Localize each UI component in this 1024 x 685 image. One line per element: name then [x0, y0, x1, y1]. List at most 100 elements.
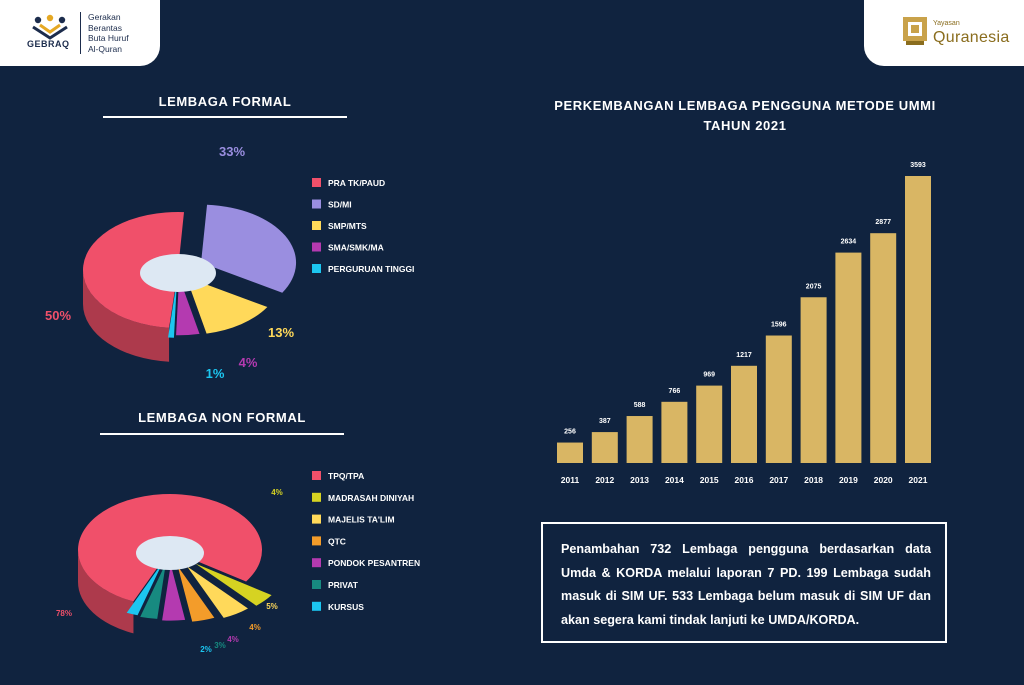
tagline-line: Al-Quran: [88, 43, 123, 54]
pie-slice: [126, 561, 164, 616]
legend-label: PONDOK PESANTREN: [328, 558, 420, 568]
legend-label: SMA/SMK/MA: [328, 243, 384, 253]
legend-label: PRIVAT: [328, 580, 359, 590]
bar-value-label: 256: [564, 429, 576, 436]
bar: [765, 335, 792, 463]
pie-slice: [201, 204, 297, 293]
legend-label: QTC: [328, 536, 346, 546]
legend-label: MADRASAH DINIYAH: [328, 493, 414, 503]
x-tick-label: 2017: [769, 475, 788, 485]
pie-slice: [177, 566, 215, 622]
tagline-line: Berantas: [88, 22, 123, 33]
bar: [905, 176, 931, 463]
pie-slice: [187, 566, 248, 618]
pie-slice-label: 50%: [45, 308, 71, 323]
bar-value-label: 2877: [875, 219, 891, 226]
pie-hole: [140, 254, 216, 292]
growth-title-line: TAHUN 2021: [703, 118, 787, 133]
pie-slice: [162, 564, 186, 621]
pie-slice-label: 4%: [239, 355, 258, 370]
formal-pie-chart: 50% 33% 13% 4% 1% PRA TK/PAUD SD/MI SMP/MTS SMA/…: [45, 144, 414, 381]
pie-slice-label: 13%: [268, 325, 294, 340]
legend-label: SD/MI: [328, 200, 352, 210]
growth-title-line: PERKEMBANGAN LEMBAGA PENGGUNA METODE UMM…: [554, 98, 936, 113]
legend-swatch: [312, 580, 321, 589]
legend-swatch: [312, 471, 321, 480]
pie-slice-label: 2%: [200, 645, 212, 654]
legend-swatch: [312, 492, 321, 502]
quranesia-logo-card: Yayasan Quranesia: [864, 0, 1024, 66]
x-tick-label: 2016: [735, 475, 754, 485]
info-text: Penambahan 732 Lembaga pengguna berdasar…: [561, 542, 931, 627]
legend-swatch: [312, 514, 321, 524]
bar-value-label: 969: [703, 372, 715, 379]
x-tick-label: 2021: [909, 475, 928, 485]
legend-label: KURSUS: [328, 602, 364, 612]
pie-slice-label: 4%: [271, 488, 283, 497]
x-tick-label: 2013: [630, 475, 649, 485]
legend-label: PERGURUAN TINGGI: [328, 264, 414, 274]
pie-slice-label: 5%: [266, 602, 278, 611]
bar: [557, 442, 583, 463]
bar-value-label: 1596: [771, 322, 787, 329]
pie-hole: [136, 536, 204, 570]
pie-slice-label: 3%: [214, 641, 226, 650]
x-tick-label: 2011: [561, 475, 580, 485]
legend-label: TPQ/TPA: [328, 471, 364, 481]
x-tick-label: 2015: [700, 475, 719, 485]
bar: [835, 252, 862, 463]
growth-title: PERKEMBANGAN LEMBAGA PENGGUNA METODE UMM…: [520, 96, 970, 136]
tagline-line: Buta Huruf: [88, 33, 129, 43]
pie-slice-label: 33%: [219, 144, 245, 159]
bar-value-label: 3593: [910, 162, 926, 169]
bar: [696, 385, 723, 463]
bar: [626, 416, 653, 463]
tagline-line: Gerakan: [88, 12, 121, 22]
legend-swatch: [312, 264, 321, 273]
pie-slice-label: 4%: [249, 623, 261, 632]
pie-slice: [195, 563, 272, 606]
growth-bar-chart: 256 2011 387 2012 588 2013 766 2014 969 2015 1217 2…: [557, 162, 931, 485]
gebraq-logo-icon: [32, 14, 68, 40]
pie-slice: [82, 211, 184, 362]
nonformal-title: LEMBAGA NON FORMAL: [138, 410, 306, 425]
bar: [591, 432, 618, 463]
quranesia-logo-name: Quranesia: [933, 29, 1010, 46]
formal-title: LEMBAGA FORMAL: [158, 94, 292, 109]
legend-swatch: [312, 221, 321, 230]
x-tick-label: 2019: [839, 475, 858, 485]
x-tick-label: 2012: [595, 475, 614, 485]
bar-value-label: 766: [669, 388, 681, 395]
bar-value-label: 1217: [736, 352, 752, 359]
gebraq-logo-card: GEBRAQ Gerakan Berantas Buta Huruf Al-Qu…: [0, 0, 160, 66]
legend-label: PRA TK/PAUD: [328, 178, 385, 188]
bar: [661, 401, 688, 463]
quranesia-logo-small: Yayasan: [933, 20, 960, 27]
x-tick-label: 2018: [804, 475, 823, 485]
info-box: Penambahan 732 Lembaga pengguna berdasar…: [541, 522, 947, 643]
gebraq-logo-word: GEBRAQ: [27, 39, 70, 49]
x-tick-label: 2014: [665, 475, 684, 485]
bar-value-label: 588: [634, 402, 646, 409]
legend-swatch: [312, 601, 321, 611]
legend-swatch: [312, 242, 321, 252]
legend-label: SMP/MTS: [328, 221, 367, 231]
pie-slice: [186, 276, 268, 334]
bar-value-label: 387: [599, 418, 611, 425]
quranesia-logo-icon: [903, 17, 927, 45]
bar-value-label: 2634: [841, 239, 857, 246]
pie-slice: [140, 563, 166, 619]
pie-slice-label: 78%: [56, 609, 72, 618]
bar: [731, 365, 757, 463]
nonformal-title-rule: [100, 433, 344, 435]
pie-slice: [168, 279, 177, 338]
pie-slice-label: 1%: [206, 366, 225, 381]
legend-swatch: [312, 199, 321, 209]
bar: [800, 297, 827, 463]
legend-swatch: [312, 178, 321, 187]
pie-slice-label: 4%: [227, 635, 239, 644]
gebraq-tagline: Gerakan Berantas Buta Huruf Al-Quran: [88, 12, 158, 54]
bar: [870, 233, 897, 463]
formal-title-rule: [103, 116, 347, 118]
